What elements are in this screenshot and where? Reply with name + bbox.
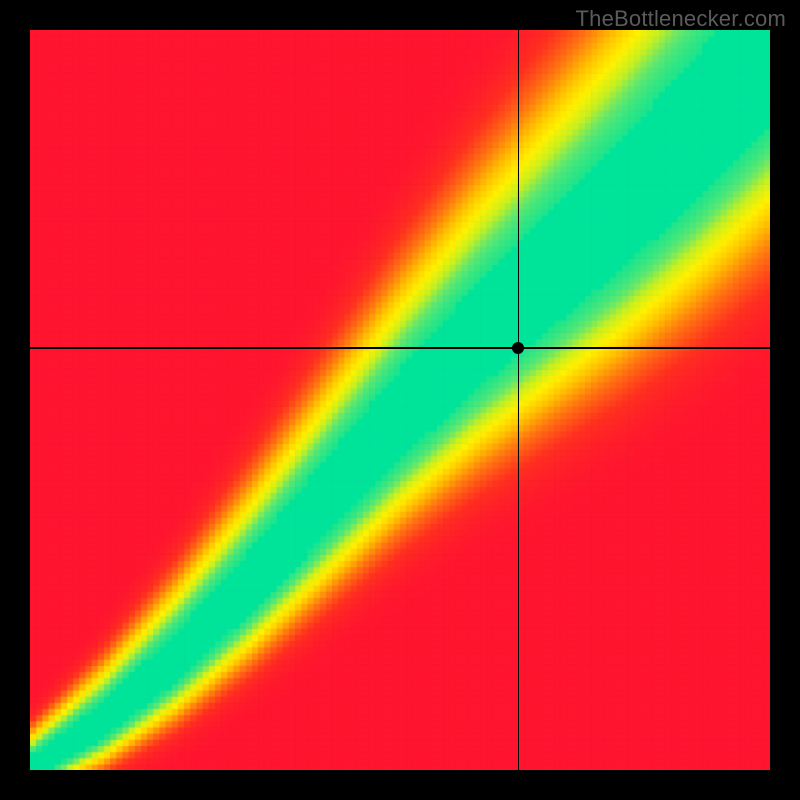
heatmap-canvas: [30, 30, 770, 770]
chart-container: TheBottlenecker.com: [0, 0, 800, 800]
crosshair-vertical: [518, 30, 520, 770]
crosshair-horizontal: [30, 347, 770, 349]
plot-area: [30, 30, 770, 770]
crosshair-marker: [512, 342, 524, 354]
watermark-text: TheBottlenecker.com: [576, 6, 786, 32]
